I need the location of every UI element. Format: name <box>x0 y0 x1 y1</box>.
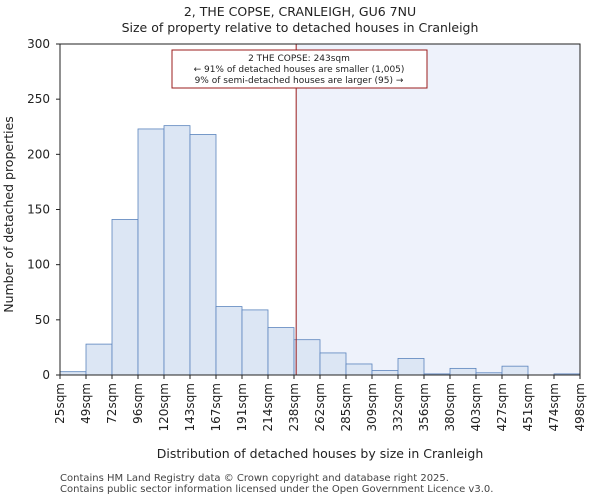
x-ticks: 25sqm 49sqm 72sqm 96sqm 120sqm 143sqm 167sqm 19… <box>53 375 587 431</box>
larger-region-shade <box>296 44 580 375</box>
x-tick-label: 120sqm <box>157 383 171 431</box>
x-tick-label: 309sqm <box>365 383 379 431</box>
bar-285sqm <box>345 363 373 376</box>
x-tick-label: 498sqm <box>573 383 587 431</box>
chart-subtitle: Size of property relative to detached ho… <box>121 20 479 35</box>
x-tick-label: 143sqm <box>183 383 197 431</box>
x-tick-label: 332sqm <box>391 383 405 431</box>
x-tick-label: 403sqm <box>469 383 483 431</box>
x-tick-label: 285sqm <box>339 383 353 431</box>
x-tick-label: 474sqm <box>547 383 561 431</box>
y-tick-label: 150 <box>27 203 50 217</box>
bar-238sqm <box>293 339 321 376</box>
plot-frame <box>59 43 581 376</box>
footer-line-2: Contains public sector information licen… <box>60 484 494 495</box>
annotation-line-3: 9% of semi-detached houses are larger (9… <box>195 76 404 86</box>
x-tick-label: 214sqm <box>261 383 275 431</box>
x-tick-label: 72sqm <box>105 383 119 424</box>
x-tick-label: 238sqm <box>287 383 301 431</box>
annotation-line-2: ← 91% of detached houses are smaller (1,… <box>194 65 405 75</box>
x-tick-label: 191sqm <box>235 383 249 431</box>
y-tick-label: 0 <box>42 368 50 382</box>
x-tick-label: 96sqm <box>131 383 145 424</box>
footer-line-1: Contains HM Land Registry data © Crown c… <box>60 473 449 484</box>
bars-group <box>59 125 581 376</box>
x-tick-label: 380sqm <box>443 383 457 431</box>
bar-191sqm <box>241 309 269 376</box>
x-tick-label: 49sqm <box>79 383 93 424</box>
bar-332sqm <box>397 358 425 376</box>
y-tick-label: 50 <box>35 313 50 327</box>
chart-title: 2, THE COPSE, CRANLEIGH, GU6 7NU <box>183 4 417 19</box>
bar-143sqm <box>189 134 217 376</box>
y-tick-label: 200 <box>27 147 50 161</box>
x-tick-label: 451sqm <box>521 383 535 431</box>
y-axis-label: Number of detached properties <box>1 116 16 313</box>
bar-72sqm <box>111 219 139 376</box>
bar-380sqm <box>449 367 477 376</box>
bar-167sqm <box>215 306 243 376</box>
annotation-box: 2 THE COPSE: 243sqm ← 91% of detached ho… <box>171 49 428 89</box>
bar-427sqm <box>501 365 529 376</box>
bar-309sqm <box>371 370 399 376</box>
x-axis-label: Distribution of detached houses by size … <box>157 446 484 461</box>
y-tick-label: 250 <box>27 92 50 106</box>
annotation-line-1: 2 THE COPSE: 243sqm <box>248 54 350 64</box>
bar-96sqm <box>137 128 165 376</box>
y-tick-label: 300 <box>27 37 50 51</box>
x-tick-label: 356sqm <box>417 383 431 431</box>
bar-262sqm <box>319 352 347 376</box>
x-tick-label: 262sqm <box>313 383 327 431</box>
annotation-border <box>171 49 428 89</box>
bar-120sqm <box>163 125 191 376</box>
bar-49sqm <box>85 343 113 376</box>
x-tick-label: 25sqm <box>53 383 67 424</box>
y-ticks: 0 50 100 150 200 250 300 <box>27 37 60 382</box>
y-tick-label: 100 <box>27 258 50 272</box>
x-tick-label: 167sqm <box>209 383 223 431</box>
x-tick-label: 427sqm <box>495 383 509 431</box>
bar-214sqm <box>267 327 295 376</box>
